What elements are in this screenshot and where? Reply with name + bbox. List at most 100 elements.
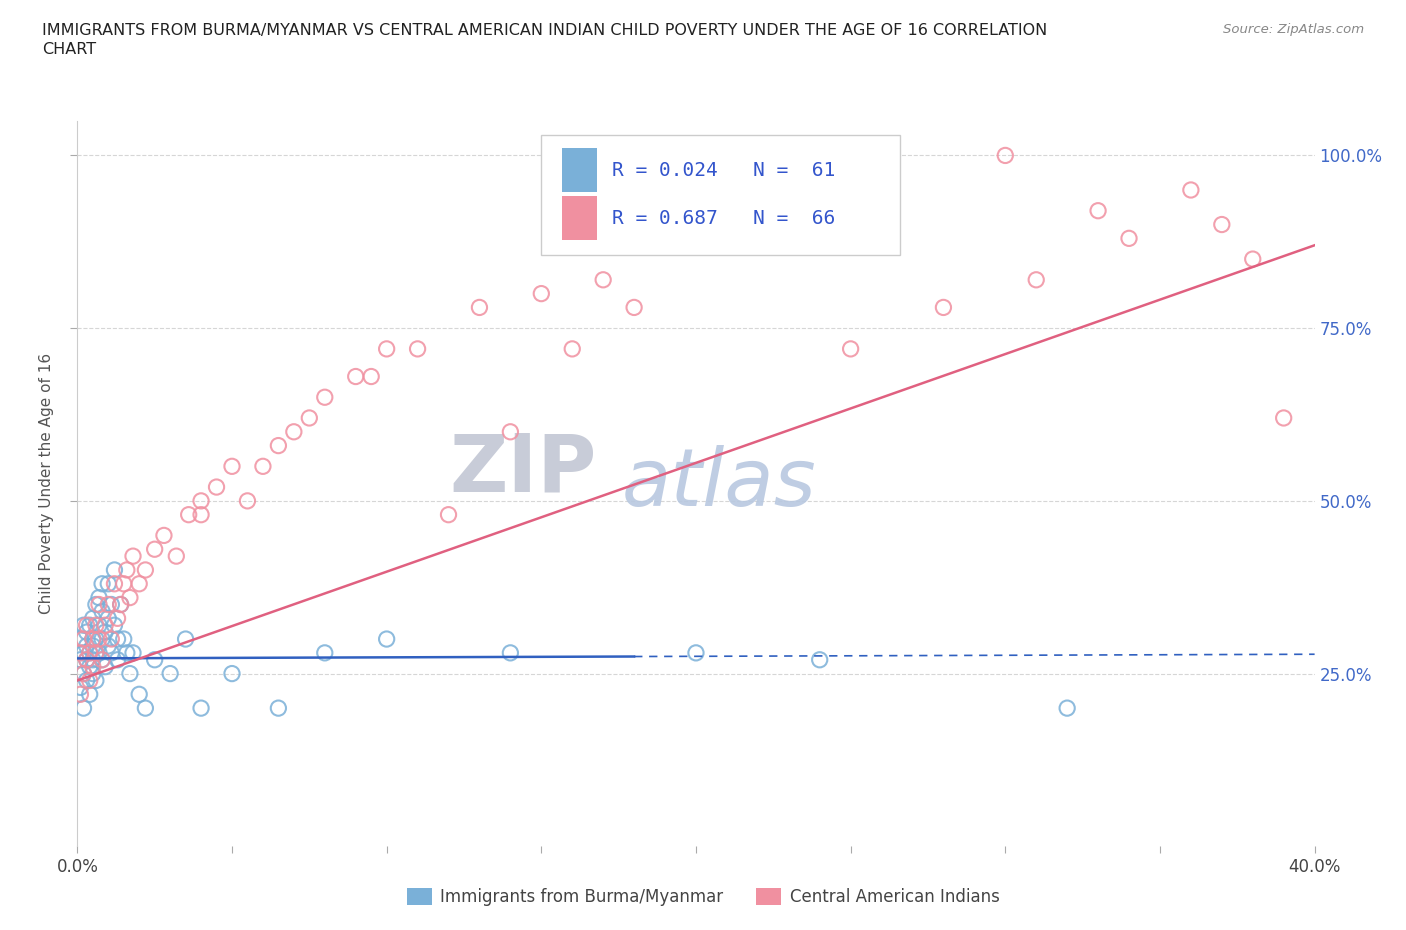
Point bbox=[267, 700, 290, 715]
Point bbox=[84, 597, 107, 612]
Point bbox=[561, 341, 583, 356]
Point bbox=[314, 645, 336, 660]
Point bbox=[205, 480, 228, 495]
Point bbox=[97, 611, 120, 626]
Point bbox=[406, 341, 429, 356]
Point bbox=[134, 563, 156, 578]
Point bbox=[84, 645, 107, 660]
Point bbox=[592, 272, 614, 287]
Point bbox=[685, 231, 707, 246]
Point bbox=[190, 700, 212, 715]
Y-axis label: Child Poverty Under the Age of 16: Child Poverty Under the Age of 16 bbox=[39, 353, 55, 614]
Point bbox=[190, 494, 212, 509]
Text: R = 0.024   N =  61: R = 0.024 N = 61 bbox=[612, 161, 835, 179]
Text: atlas: atlas bbox=[621, 445, 817, 523]
Point bbox=[283, 424, 305, 439]
Legend: Immigrants from Burma/Myanmar, Central American Indians: Immigrants from Burma/Myanmar, Central A… bbox=[399, 881, 1007, 912]
Point bbox=[994, 148, 1017, 163]
Point bbox=[236, 494, 259, 509]
Point bbox=[1056, 700, 1078, 715]
Point bbox=[82, 652, 104, 667]
Point bbox=[91, 631, 114, 646]
Point bbox=[97, 639, 120, 654]
Point bbox=[76, 652, 98, 667]
Point bbox=[298, 410, 321, 425]
Point bbox=[94, 618, 117, 632]
Point bbox=[87, 597, 110, 612]
Point bbox=[112, 577, 135, 591]
Point bbox=[100, 645, 122, 660]
Point bbox=[69, 680, 91, 695]
Point bbox=[115, 645, 138, 660]
Point bbox=[82, 659, 104, 674]
Text: CHART: CHART bbox=[42, 42, 96, 57]
Point bbox=[84, 618, 107, 632]
Point bbox=[76, 618, 98, 632]
Point bbox=[76, 652, 98, 667]
Point bbox=[1180, 182, 1202, 197]
Point bbox=[69, 652, 91, 667]
Point bbox=[530, 286, 553, 301]
Point bbox=[252, 458, 274, 473]
Point bbox=[82, 611, 104, 626]
Point bbox=[143, 542, 166, 557]
Point bbox=[808, 182, 831, 197]
Point bbox=[79, 645, 101, 660]
Point bbox=[128, 577, 150, 591]
Point bbox=[72, 666, 94, 681]
Point bbox=[84, 631, 107, 646]
Point bbox=[94, 625, 117, 640]
Point bbox=[1087, 204, 1109, 219]
Point bbox=[115, 563, 138, 578]
Point bbox=[91, 604, 114, 618]
Point bbox=[468, 300, 491, 315]
Point bbox=[91, 652, 114, 667]
Point bbox=[103, 618, 125, 632]
Point bbox=[190, 507, 212, 522]
Point bbox=[107, 631, 129, 646]
Point bbox=[107, 611, 129, 626]
Point bbox=[100, 597, 122, 612]
Point bbox=[76, 673, 98, 688]
Point bbox=[177, 507, 200, 522]
Text: ZIP: ZIP bbox=[450, 430, 598, 508]
Point bbox=[79, 687, 101, 702]
Point bbox=[122, 645, 145, 660]
Point bbox=[76, 625, 98, 640]
Point bbox=[69, 687, 91, 702]
Bar bbox=[562, 196, 598, 240]
Point bbox=[79, 673, 101, 688]
Point bbox=[839, 341, 862, 356]
Point bbox=[128, 687, 150, 702]
Point bbox=[72, 631, 94, 646]
Point bbox=[100, 631, 122, 646]
Point bbox=[153, 528, 176, 543]
Point bbox=[84, 673, 107, 688]
Point bbox=[103, 577, 125, 591]
Point bbox=[79, 618, 101, 632]
Point bbox=[84, 645, 107, 660]
Text: R = 0.687   N =  66: R = 0.687 N = 66 bbox=[612, 208, 835, 228]
Point bbox=[623, 300, 645, 315]
Bar bbox=[562, 149, 598, 192]
Point bbox=[82, 631, 104, 646]
Point bbox=[87, 645, 110, 660]
Point bbox=[72, 666, 94, 681]
Point bbox=[499, 424, 522, 439]
Point bbox=[94, 659, 117, 674]
Point bbox=[221, 666, 243, 681]
Point bbox=[122, 549, 145, 564]
Point bbox=[87, 631, 110, 646]
Point bbox=[375, 631, 398, 646]
Point bbox=[103, 563, 125, 578]
Point bbox=[932, 300, 955, 315]
Point bbox=[97, 597, 120, 612]
Point bbox=[1241, 252, 1264, 267]
Point bbox=[267, 438, 290, 453]
Point bbox=[79, 645, 101, 660]
Point bbox=[112, 631, 135, 646]
Point bbox=[1211, 217, 1233, 232]
Point bbox=[344, 369, 367, 384]
Point bbox=[375, 341, 398, 356]
Point bbox=[143, 652, 166, 667]
